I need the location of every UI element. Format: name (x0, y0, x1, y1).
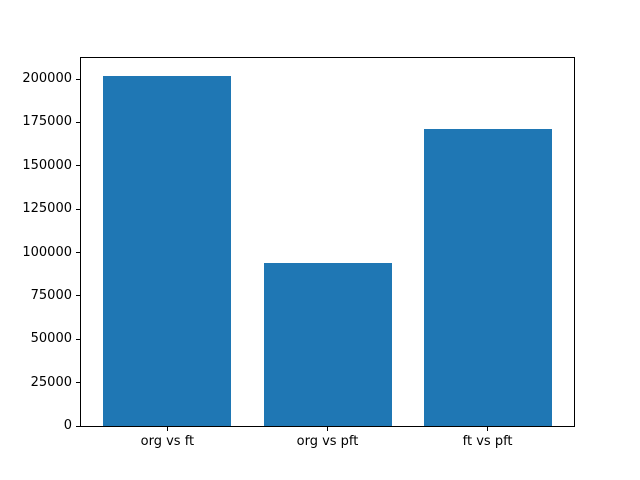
y-tick-label-0: 0 (63, 418, 72, 433)
x-tick-mark (166, 427, 168, 431)
x-tick-label-ft-vs-pft: ft vs pft (462, 434, 513, 449)
bar-ft-vs-pft (423, 129, 552, 426)
y-tick-mark (76, 121, 80, 123)
x-tick-label-org-vs-pft: org vs pft (296, 434, 359, 449)
bar-org-vs-ft (103, 75, 232, 426)
y-tick-mark (76, 208, 80, 210)
x-tick-mark (327, 427, 328, 431)
y-tick-mark (76, 252, 80, 253)
y-tick-label-25000: 25000 (30, 374, 72, 390)
y-tick-mark (76, 338, 80, 340)
x-tick-label-org-vs-ft: org vs ft (140, 434, 195, 449)
y-tick-label-75000: 75000 (30, 287, 72, 303)
bar-org-vs-pft (263, 262, 392, 426)
y-tick-mark (76, 165, 80, 167)
y-tick-label-150000: 150000 (22, 157, 72, 173)
y-tick-mark (76, 425, 80, 427)
y-tick-label-125000: 125000 (22, 201, 72, 217)
y-tick-label-175000: 175000 (22, 114, 72, 130)
plot-area (80, 57, 575, 427)
y-tick-mark (76, 382, 80, 384)
x-tick-mark (487, 427, 489, 431)
y-tick-label-50000: 50000 (30, 331, 72, 347)
y-tick-mark (76, 295, 80, 297)
y-tick-label-100000: 100000 (22, 244, 72, 260)
y-tick-label-200000: 200000 (22, 71, 72, 86)
y-tick-mark (76, 78, 80, 80)
